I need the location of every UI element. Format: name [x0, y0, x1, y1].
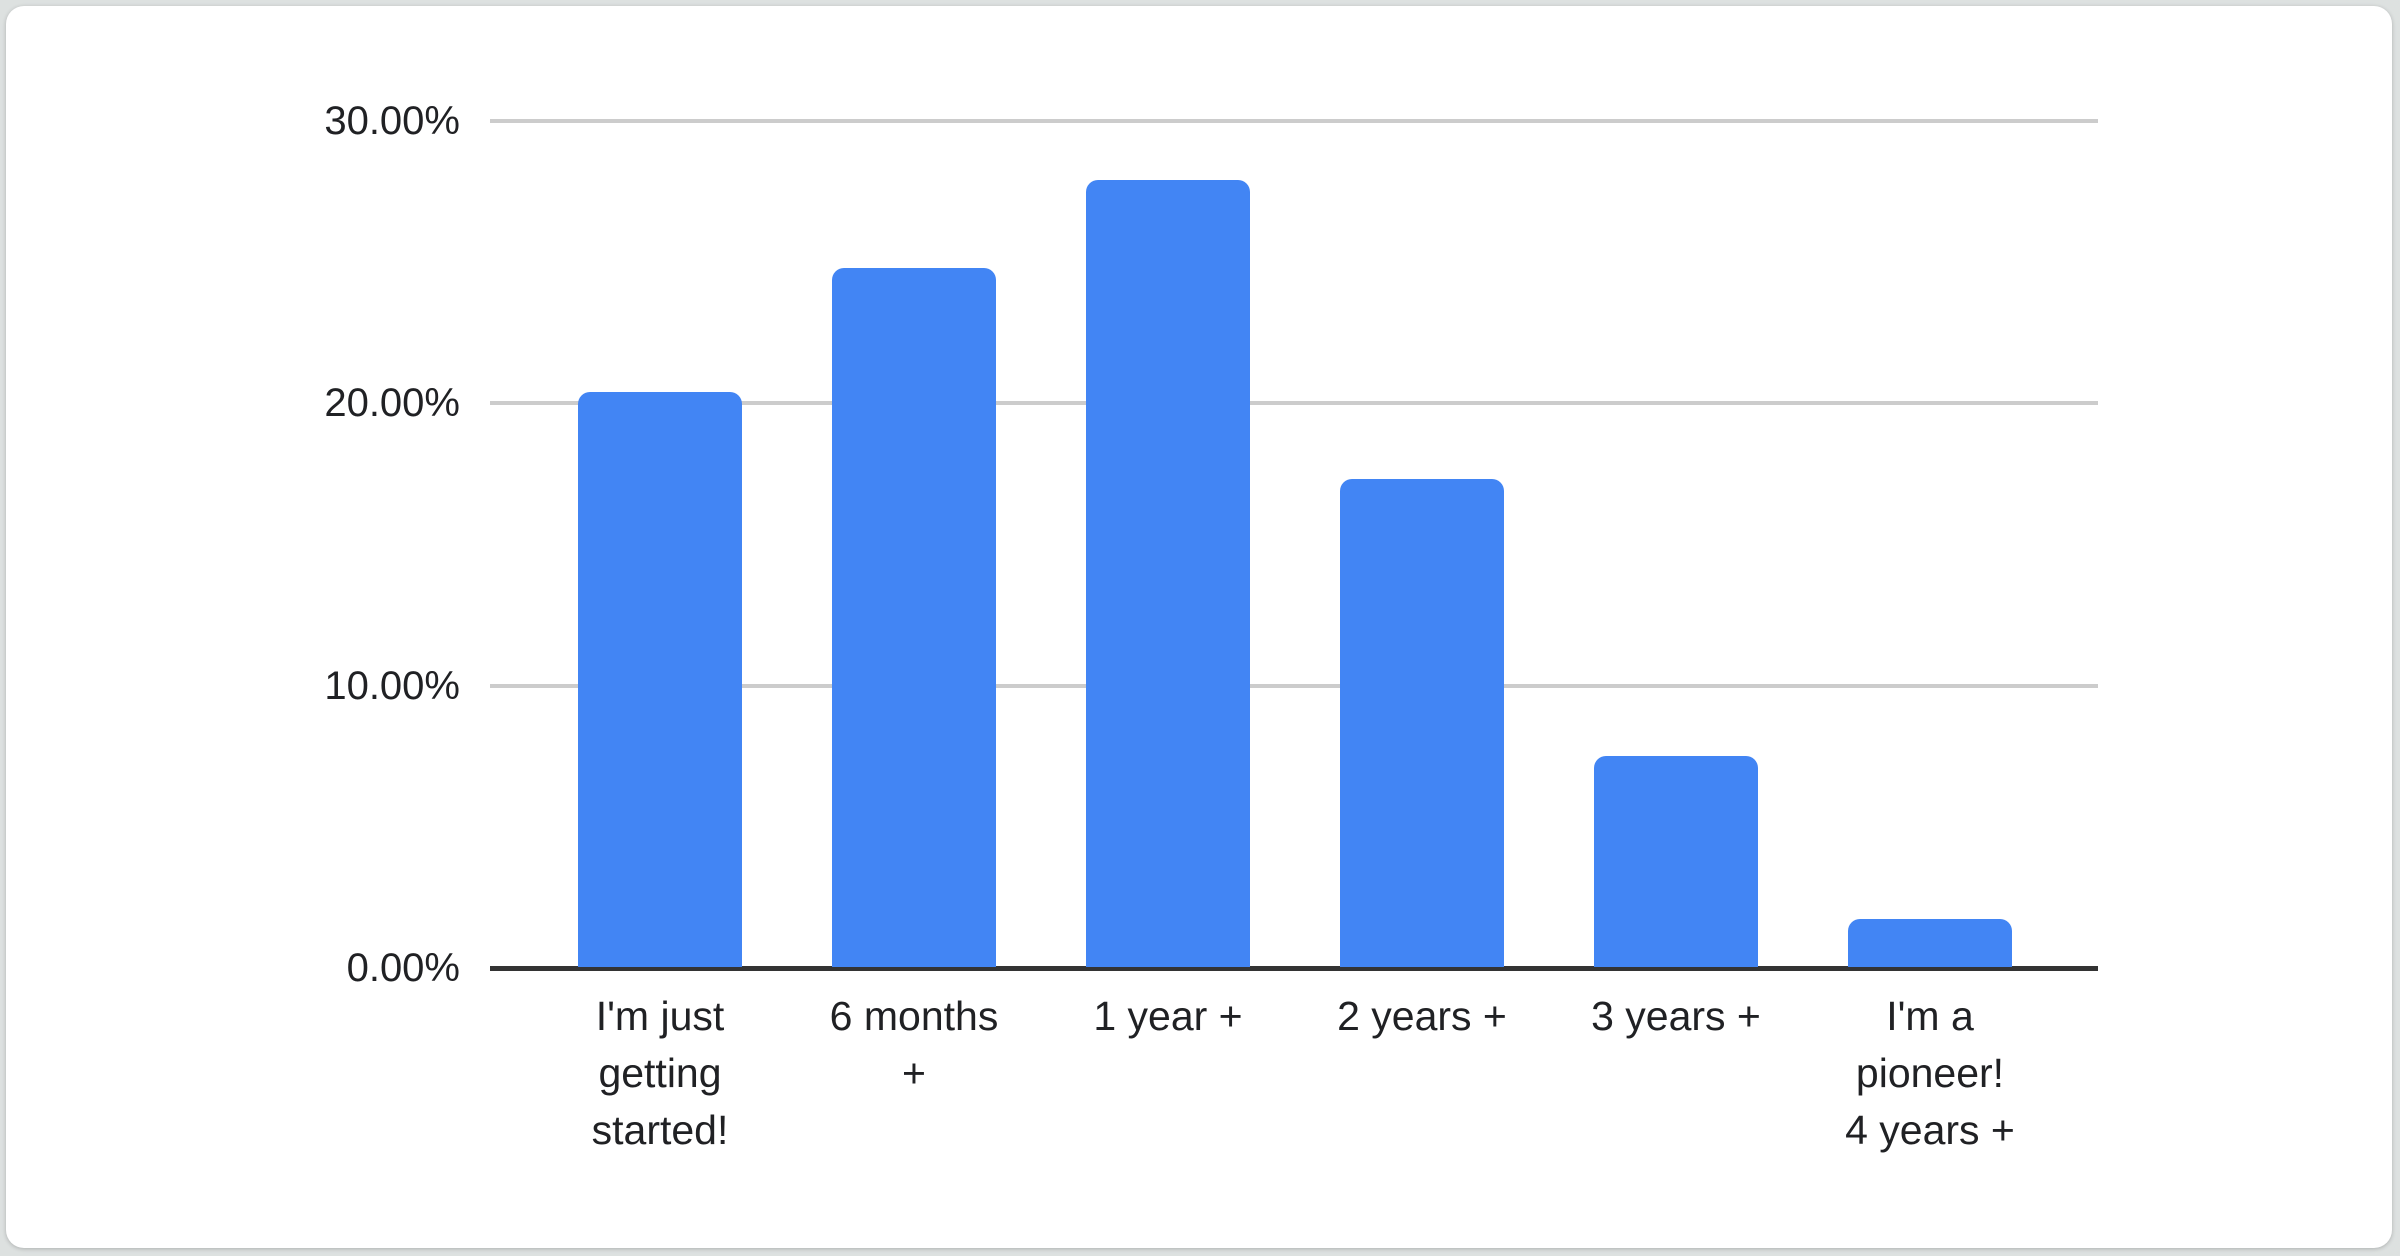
gridline-20-percent — [490, 401, 2098, 405]
y-axis-tick-20: 20.00% — [324, 381, 460, 425]
gridline-30-percent — [490, 119, 2098, 123]
bar-im-just-getting-started — [578, 391, 742, 967]
bar-slot — [533, 121, 787, 967]
bars-layer — [533, 121, 2057, 967]
x-axis-label: 3 years + — [1591, 993, 1761, 1039]
bar-2-years-plus — [1340, 479, 1504, 967]
gridline-10-percent — [490, 684, 2098, 688]
y-axis-tick-30: 30.00% — [324, 99, 460, 143]
x-axis-label: 2 years + — [1337, 993, 1507, 1039]
x-axis-line — [490, 966, 2098, 971]
chart-card: 30.00% 20.00% 10.00% 0.00% — [6, 6, 2392, 1248]
x-axis-label: 1 year + — [1093, 993, 1243, 1039]
x-axis-label: I'm a pioneer! 4 years + — [1845, 993, 2015, 1153]
x-axis-label: I'm just getting started! — [591, 993, 729, 1153]
x-axis-label: 6 months + — [829, 993, 999, 1096]
bar-3-years-plus — [1594, 755, 1758, 967]
bar-1-year-plus — [1086, 180, 1250, 967]
bar-slot — [1803, 121, 2057, 967]
bar-slot — [1041, 121, 1295, 967]
y-axis-tick-10: 10.00% — [324, 664, 460, 708]
bar-slot — [1295, 121, 1549, 967]
bar-slot — [1549, 121, 1803, 967]
x-axis-labels: I'm just getting started! 6 months + 1 y… — [533, 988, 2057, 1159]
bar-slot — [787, 121, 1041, 967]
bar-6-months-plus — [832, 267, 996, 967]
bar-im-a-pioneer-4-years-plus — [1848, 919, 2012, 967]
y-axis-tick-0: 0.00% — [346, 946, 460, 990]
